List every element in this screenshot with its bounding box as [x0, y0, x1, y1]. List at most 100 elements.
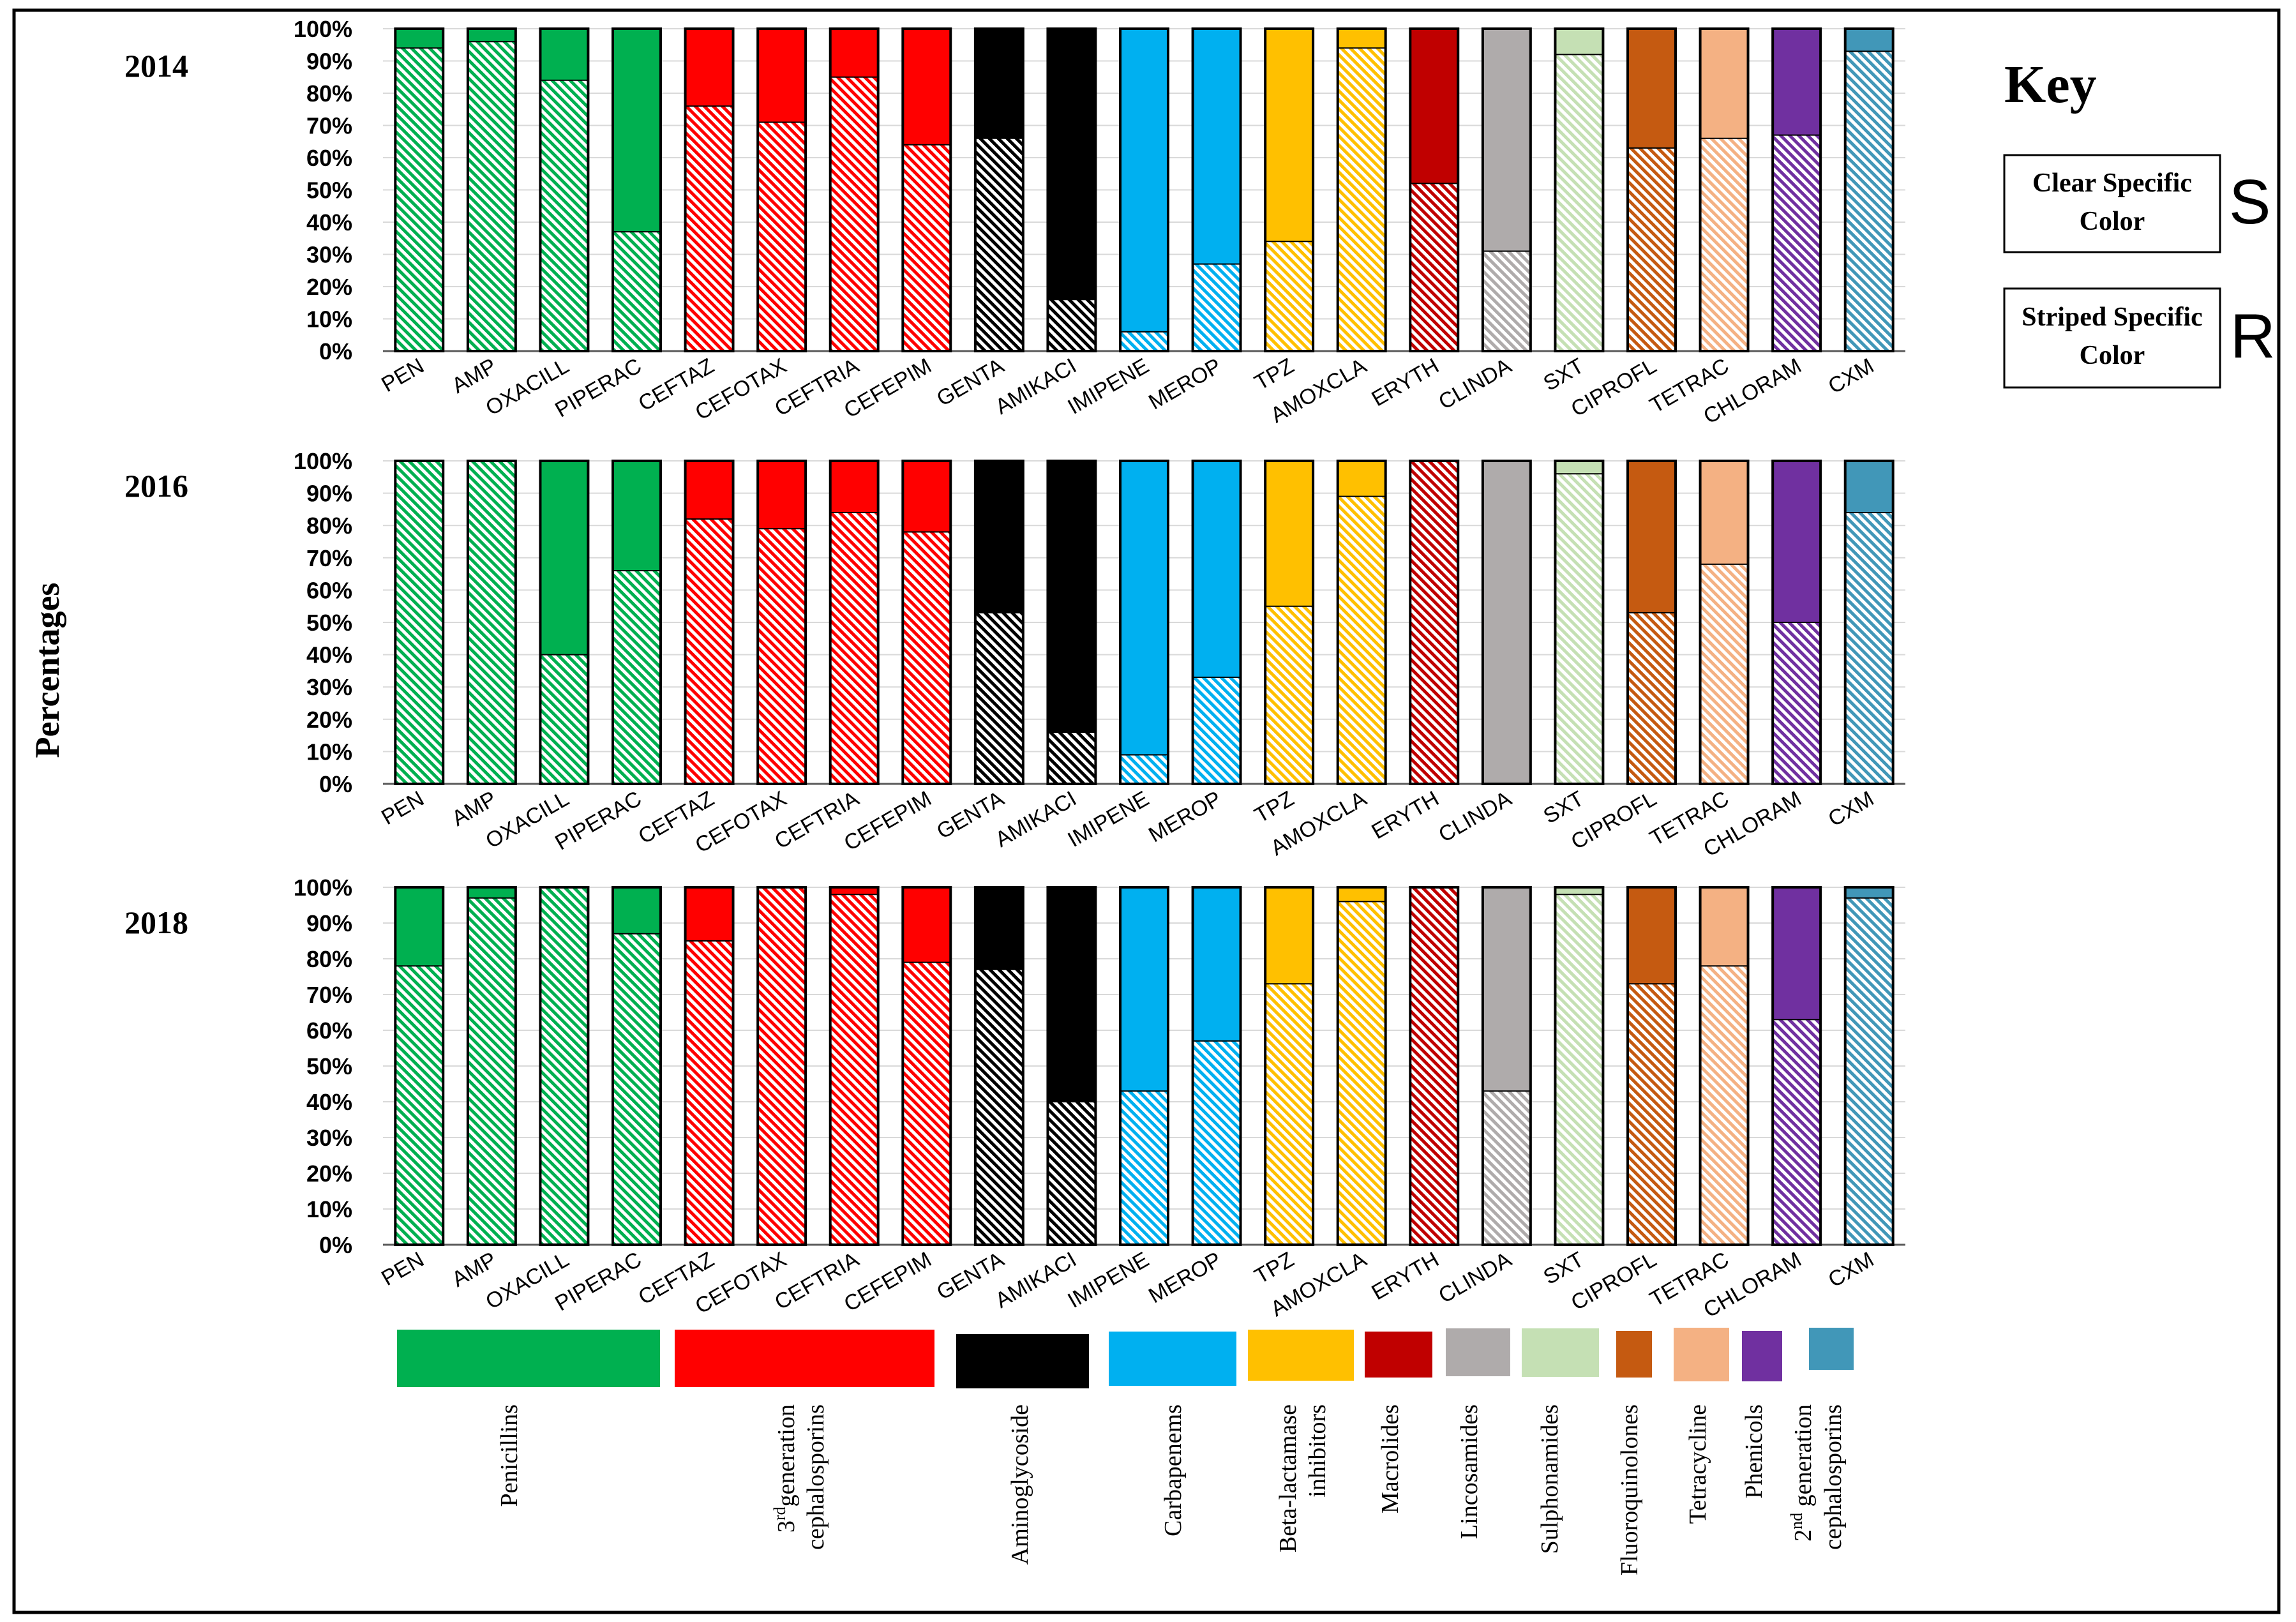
legend-swatch: [956, 1334, 1089, 1388]
y-tick-label: 10%: [306, 306, 352, 333]
bar-segment-resistant: [685, 519, 733, 784]
bar-outline: [973, 27, 1024, 352]
bar-SXT: [1554, 460, 1605, 785]
bar-segment-resistant: [1120, 755, 1168, 784]
bar-ERYTH: [1409, 886, 1460, 1246]
bar-AMOXCLA: [1336, 886, 1387, 1246]
bar-segment-resistant: [1700, 138, 1748, 351]
y-tick-label: 0%: [319, 1232, 352, 1258]
chart-panel-2014: 20140%10%20%30%40%50%60%70%80%90%100%PEN…: [124, 16, 1905, 429]
chart-panels: 20140%10%20%30%40%50%60%70%80%90%100%PEN…: [124, 16, 1905, 1323]
bar-segment-resistant: [1845, 897, 1893, 1245]
bar-outline: [756, 27, 807, 352]
bar-segment-susceptible: [830, 461, 878, 513]
bar-segment-susceptible: [1628, 29, 1676, 148]
bar-segment-resistant: [903, 962, 951, 1245]
y-tick-label: 90%: [306, 481, 352, 507]
bar-segment-susceptible: [1047, 461, 1096, 733]
bar-CLINDA: [1481, 460, 1532, 785]
key-item-resistant: Striped Specific Color R: [2003, 287, 2276, 389]
legend-item: Penicillins: [397, 1330, 660, 1506]
legend-label: Phenicols: [1741, 1404, 1767, 1499]
bar-CXM: [1843, 27, 1895, 352]
bar-segment-resistant: [1192, 264, 1241, 351]
legend-item: Macrolides: [1365, 1332, 1432, 1513]
legend-label: Tetracycline: [1684, 1404, 1711, 1524]
y-tick-label: 0%: [319, 771, 352, 797]
bar-segment-resistant: [975, 969, 1023, 1245]
bar-segment-susceptible: [1047, 29, 1096, 300]
legend-label: Lincosamides: [1456, 1404, 1483, 1539]
bar-segment-susceptible: [1047, 887, 1096, 1102]
bar-AMIKACI: [1046, 460, 1097, 785]
legend-swatch: [397, 1330, 660, 1387]
bar-segment-susceptible: [1628, 887, 1676, 984]
bar-segment-resistant: [395, 48, 444, 352]
y-axis-title: Percentages: [28, 583, 66, 758]
bar-outline: [1264, 460, 1315, 785]
bar-segment-resistant: [540, 887, 589, 1245]
bar-outline: [1119, 886, 1169, 1246]
bar-outline: [1699, 460, 1750, 785]
bar-outline: [1481, 27, 1532, 352]
bar-outline: [1336, 886, 1387, 1246]
bar-segment-susceptible: [1700, 887, 1748, 966]
bar-segment-susceptible: [613, 887, 661, 934]
y-tick-label: 70%: [306, 113, 352, 139]
bar-segment-susceptible: [685, 461, 733, 520]
key-item-susceptible: Clear Specific Color S: [2003, 154, 2270, 253]
bar-outline: [1771, 886, 1822, 1246]
key: Key Clear Specific Color S Striped Speci…: [2003, 55, 2276, 389]
legend-label-line2: cephalosporins: [802, 1404, 829, 1550]
bar-segment-resistant: [1773, 1019, 1821, 1245]
bar-segment-susceptible: [1482, 887, 1531, 1092]
bar-outline: [394, 886, 445, 1246]
y-tick-label: 40%: [306, 209, 352, 236]
bar-CEFTAZ: [684, 886, 735, 1246]
bar-segment-susceptible: [540, 461, 589, 655]
y-tick-label: 90%: [306, 49, 352, 75]
legend-item: Phenicols: [1741, 1331, 1782, 1499]
bar-segment-resistant: [1845, 51, 1893, 351]
bar-CEFTRIA: [829, 460, 880, 785]
bar-outline: [1481, 460, 1532, 785]
bar-AMP: [466, 460, 517, 785]
legend-item: Sulphonamides: [1522, 1328, 1599, 1554]
bar-segment-susceptible: [1192, 29, 1241, 264]
bar-segment-resistant: [540, 654, 589, 784]
key-swatch-clear: [2003, 154, 2221, 253]
bar-segment-susceptible: [1337, 461, 1386, 497]
y-tick-label: 70%: [306, 545, 352, 571]
bar-segment-susceptible: [1555, 887, 1603, 895]
bar-IMIPENE: [1119, 886, 1169, 1246]
bar-outline: [1119, 460, 1169, 785]
bar-segment-resistant: [1047, 299, 1096, 351]
bar-segment-resistant: [1628, 612, 1676, 784]
bar-outline: [1264, 27, 1315, 352]
legend-item: 2nd generation cephalosporins: [1787, 1328, 1854, 1550]
bar-CXM: [1843, 886, 1895, 1246]
y-tick-label: 50%: [306, 177, 352, 204]
bar-outline: [539, 460, 590, 785]
bar-segment-susceptible: [1555, 29, 1603, 55]
bar-segment-susceptible: [685, 29, 733, 107]
bar-CEFTAZ: [684, 27, 735, 352]
bar-TETRAC: [1699, 460, 1750, 785]
bar-CXM: [1843, 460, 1895, 785]
key-swatch-striped: [2003, 287, 2221, 389]
legend-swatch: [1365, 1332, 1432, 1378]
bar-segment-resistant: [1410, 183, 1459, 351]
legend-label: 2nd generation: [1787, 1404, 1817, 1542]
bar-segment-resistant: [467, 897, 516, 1245]
y-tick-label: 30%: [306, 674, 352, 700]
bar-outline: [756, 886, 807, 1246]
bar-OXACILL: [539, 460, 590, 785]
bar-outline: [1626, 886, 1677, 1246]
bar-segment-resistant: [1337, 496, 1386, 784]
bar-TPZ: [1264, 460, 1315, 785]
bar-segment-susceptible: [1120, 29, 1168, 332]
y-tick-label: 10%: [306, 1196, 352, 1222]
bar-segment-resistant: [1192, 677, 1241, 784]
bar-TPZ: [1264, 27, 1315, 352]
y-tick-label: 40%: [306, 1089, 352, 1115]
